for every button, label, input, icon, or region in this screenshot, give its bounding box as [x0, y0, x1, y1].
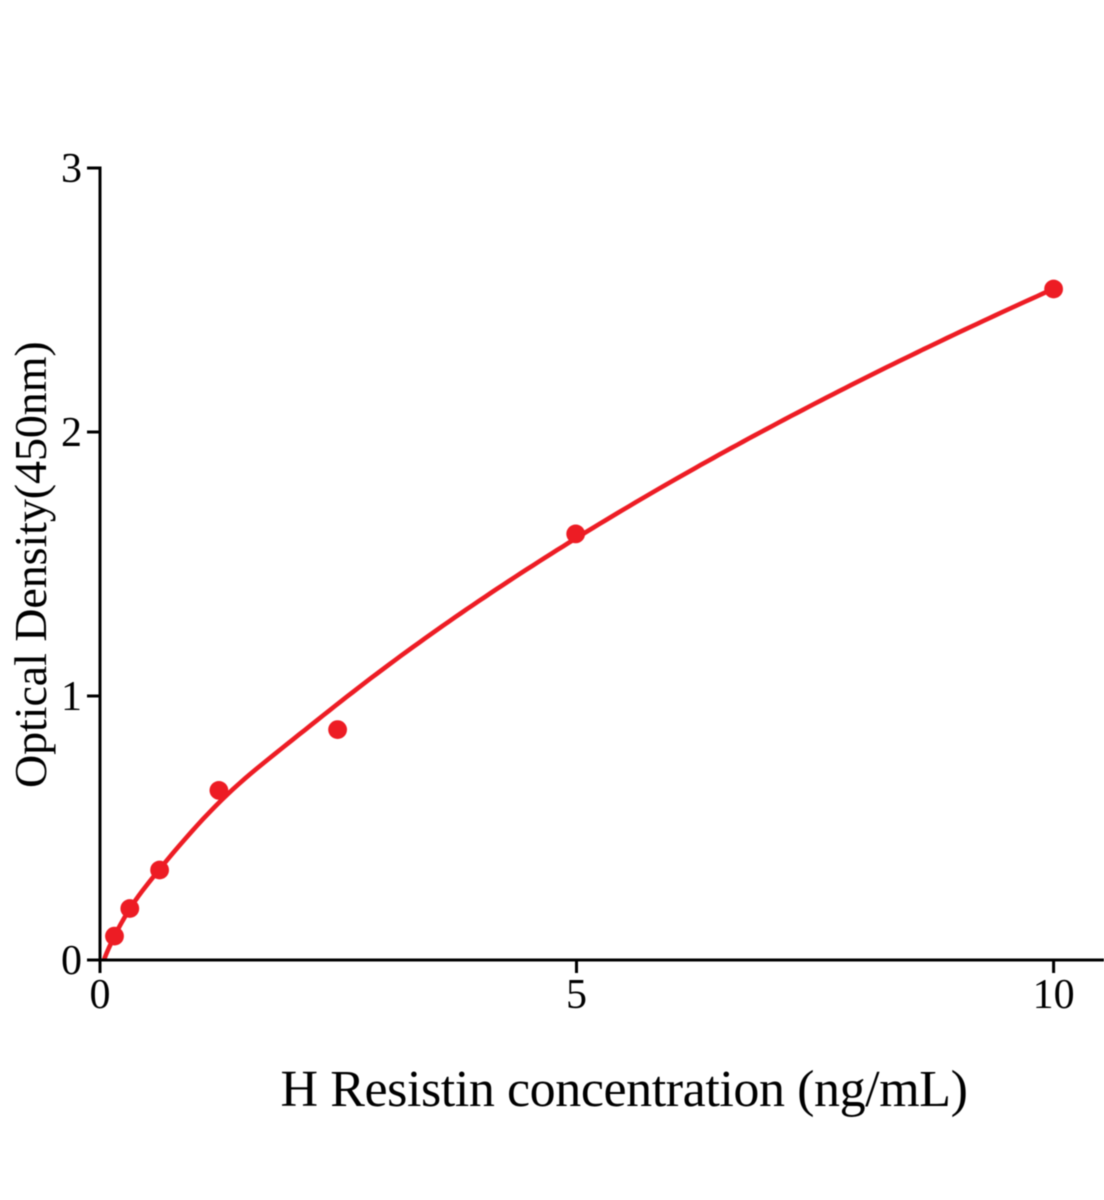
svg-text:5: 5 [566, 972, 587, 1018]
svg-text:10: 10 [1033, 972, 1075, 1018]
svg-text:2: 2 [61, 410, 82, 456]
svg-text:H Resistin concentration (ng/m: H Resistin concentration (ng/mL) [281, 1061, 968, 1118]
svg-text:0: 0 [61, 938, 82, 984]
svg-text:3: 3 [61, 146, 82, 192]
svg-text:1: 1 [61, 674, 82, 720]
svg-text:Optical Density(450nm): Optical Density(450nm) [5, 341, 56, 788]
svg-text:0: 0 [90, 972, 111, 1018]
